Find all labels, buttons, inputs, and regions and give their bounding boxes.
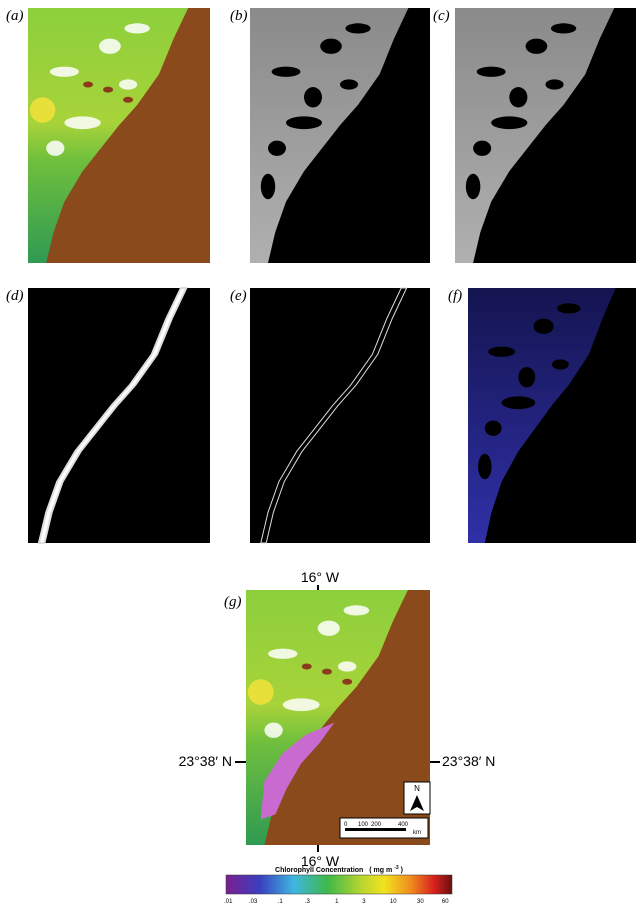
cloud	[46, 141, 64, 156]
cloud	[338, 661, 356, 671]
dark-patch	[534, 319, 554, 334]
panel-label: (e)	[230, 288, 247, 304]
dark-patch	[552, 359, 569, 369]
dark-patch	[286, 116, 322, 129]
inland-patch	[103, 87, 113, 93]
dark-patch	[261, 174, 275, 200]
cloud	[50, 67, 79, 77]
panel-label: (b)	[230, 8, 248, 24]
scale-unit: km	[413, 830, 421, 836]
panel-label: (g)	[224, 594, 242, 610]
dark-patch	[478, 454, 491, 480]
dark-patch	[477, 67, 506, 77]
longitude-label: 16° W	[301, 569, 340, 585]
dark-patch	[345, 23, 370, 33]
inland-patch	[83, 82, 93, 88]
cloud	[64, 116, 100, 129]
dark-patch	[551, 23, 576, 33]
colorbar-tick-label: 30	[417, 899, 424, 905]
colorbar	[226, 875, 452, 894]
dark-patch	[488, 347, 515, 357]
cloud	[283, 698, 320, 711]
inland-patch	[342, 679, 352, 685]
dark-patch	[466, 174, 480, 200]
inland-patch	[302, 664, 312, 670]
scale-label: 400	[398, 822, 409, 828]
inland-patch	[123, 97, 133, 103]
colorbar-tick-label: 3	[362, 899, 366, 905]
colorbar-ticks: .01 .03 .1 .3 1 3 10 30 60	[224, 899, 449, 905]
cloud	[124, 23, 149, 33]
colorbar-unit: ( mg m	[369, 867, 392, 874]
dark-patch	[473, 141, 491, 156]
yellow-area	[248, 679, 274, 705]
dark-patch	[485, 421, 502, 436]
cloud	[264, 723, 282, 738]
scale-label: 200	[371, 822, 382, 828]
cloud	[119, 79, 137, 89]
dark-patch	[340, 79, 358, 89]
north-label: N	[414, 784, 420, 793]
dark-patch	[268, 141, 286, 156]
scale-label: 100	[358, 822, 369, 828]
dark-patch	[526, 39, 548, 54]
dark-patch	[518, 367, 535, 387]
cloud	[268, 649, 297, 659]
cloud	[344, 605, 370, 615]
dark-patch	[557, 303, 581, 313]
map-panels	[28, 8, 636, 845]
dark-patch	[502, 396, 536, 409]
colorbar-tick-label: .1	[278, 899, 284, 905]
latitude-label: 23°38′ N	[179, 753, 232, 769]
panel-label: (a)	[6, 8, 24, 24]
dark-patch	[304, 87, 322, 107]
latitude-label: 23°38′ N	[442, 753, 495, 769]
dark-patch	[491, 116, 527, 129]
scale-bar	[345, 828, 406, 831]
colorbar-tick-label: 1	[335, 899, 339, 905]
dark-patch	[320, 39, 342, 54]
colorbar-tick-label: 10	[390, 899, 397, 905]
dark-patch	[509, 87, 527, 107]
panel-label: (c)	[433, 8, 450, 24]
colorbar-tick-label: .01	[224, 899, 233, 905]
figure: (a) (b) (c) (d) (e) (f) (g) 16° W 16° W …	[0, 0, 638, 906]
colorbar-title-text: Chlorophyll Concentration	[275, 867, 363, 874]
dark-patch	[272, 67, 301, 77]
colorbar-unit-exponent: -3	[394, 865, 399, 871]
cloud	[99, 39, 121, 54]
inland-patch	[322, 669, 332, 675]
yellow-area	[30, 97, 55, 123]
panel-label: (d)	[6, 288, 24, 304]
panel-label: (f)	[448, 288, 462, 304]
cloud	[318, 621, 340, 636]
colorbar-tick-label: 60	[442, 899, 449, 905]
dark-patch	[546, 79, 564, 89]
colorbar-unit: )	[401, 867, 403, 874]
colorbar-tick-label: .03	[249, 899, 258, 905]
colorbar-tick-label: .3	[305, 899, 311, 905]
